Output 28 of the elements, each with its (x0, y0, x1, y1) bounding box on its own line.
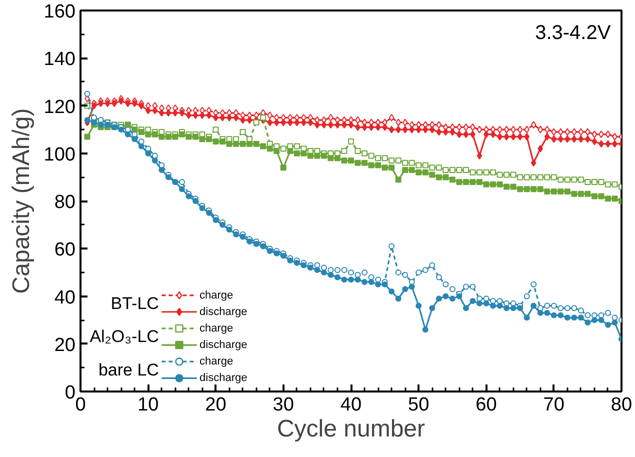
legend-label: discharge (200, 306, 248, 318)
x-tick-label: 70 (543, 394, 564, 416)
y-tick-label: 60 (54, 240, 76, 261)
x-tick-label: 80 (610, 394, 632, 416)
legend-label: discharge (200, 339, 248, 352)
x-tick-label: 40 (340, 394, 362, 416)
legend-label: discharge (200, 372, 248, 384)
x-tick-label: 30 (272, 394, 294, 416)
annotation: BT-LC (110, 294, 159, 314)
x-axis-title: Cycle number (276, 416, 426, 442)
y-tick-label: 140 (44, 49, 76, 70)
x-tick-label: 10 (138, 394, 159, 416)
legend-label: charge (200, 289, 234, 302)
y-tick-label: 100 (44, 144, 76, 166)
legend-label: charge (200, 356, 234, 368)
y-tick-label: 160 (44, 2, 76, 22)
y-axis-title: Capacity (mAh/g) (8, 108, 35, 294)
legend-label: charge (200, 322, 234, 334)
x-tick-label: 50 (408, 394, 430, 416)
y-tick-label: 20 (54, 334, 76, 356)
annotation: 3.3-4.2V (535, 22, 612, 44)
y-tick-label: 80 (54, 192, 76, 213)
y-tick-label: 40 (54, 287, 76, 308)
annotation: Al₂O₃-LC (90, 327, 159, 346)
x-tick-label: 20 (205, 394, 226, 416)
annotation: bare LC (98, 360, 159, 380)
y-tick-label: 120 (44, 96, 76, 118)
x-tick-label: 60 (476, 394, 497, 416)
